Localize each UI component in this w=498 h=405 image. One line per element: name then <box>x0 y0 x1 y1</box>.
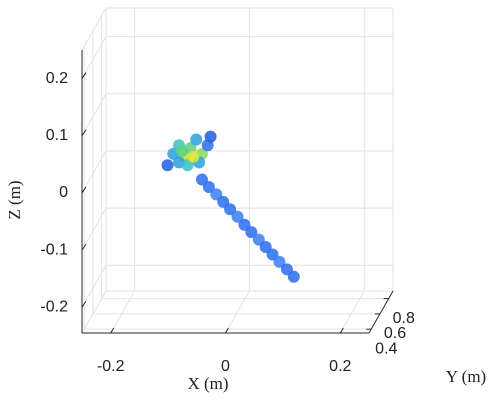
z-tick-label: 0 <box>59 184 68 201</box>
grid-line <box>81 150 107 194</box>
x-tick <box>110 327 115 334</box>
x-tick-label: -0.2 <box>97 358 125 375</box>
z-tick <box>81 72 87 79</box>
x-tick <box>225 327 229 334</box>
grid-line <box>81 207 107 251</box>
z-tick-label: -0.1 <box>40 241 68 258</box>
point <box>204 130 217 143</box>
point <box>190 133 203 146</box>
point <box>187 150 200 163</box>
point <box>175 144 188 157</box>
y-tick-label: 0.6 <box>384 325 406 342</box>
y-axis-label: Y (m) <box>446 367 486 386</box>
point <box>231 210 244 223</box>
z-tick <box>81 243 87 251</box>
grid-line <box>81 265 107 308</box>
point <box>273 255 286 268</box>
x-tick-label: 0.2 <box>329 358 351 375</box>
z-axis-label: Z (m) <box>5 180 24 219</box>
z-tick-label: -0.2 <box>40 298 68 315</box>
x-tick-label: 0 <box>221 358 230 375</box>
box-edge <box>81 290 107 334</box>
x-tick <box>339 327 344 334</box>
point <box>287 270 300 283</box>
grid-line <box>339 290 365 334</box>
box-edge <box>81 7 107 51</box>
z-tick-label: 0.1 <box>46 127 68 144</box>
grid-line <box>81 93 107 137</box>
point <box>202 180 215 193</box>
y-tick-label: 0.4 <box>375 340 397 357</box>
z-tick <box>81 129 87 137</box>
y-tick-label: 0.8 <box>393 310 415 327</box>
point <box>224 203 237 216</box>
z-tick <box>81 186 87 194</box>
y-axis <box>368 290 394 334</box>
point <box>245 226 258 239</box>
x-axis-label: X (m) <box>187 374 228 393</box>
z-tick-label: 0.2 <box>46 70 68 87</box>
z-tick <box>81 300 87 308</box>
point <box>181 159 194 172</box>
grid-line <box>81 36 107 79</box>
point <box>161 159 174 172</box>
grid-line <box>110 290 136 334</box>
grid-line <box>225 290 250 334</box>
